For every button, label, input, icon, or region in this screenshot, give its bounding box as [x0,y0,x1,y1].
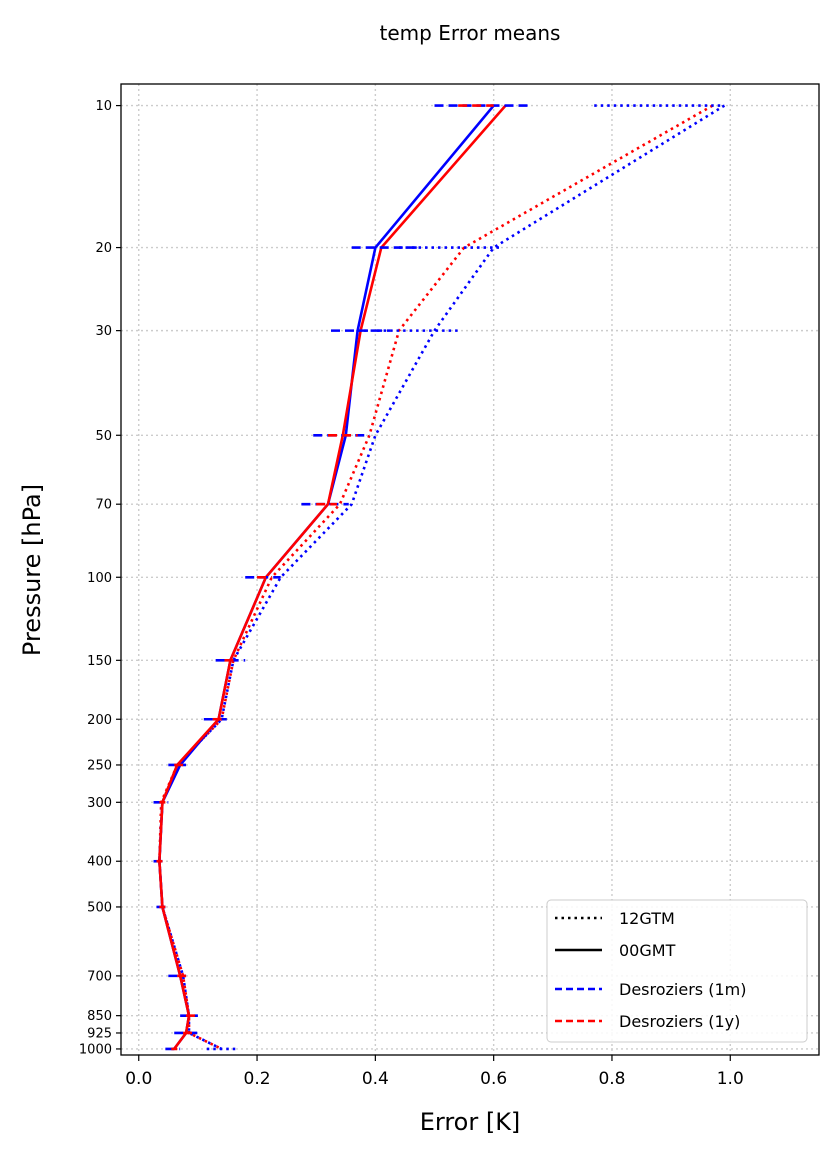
x-tick-label: 0.6 [480,1069,507,1089]
y-tick-label: 20 [95,241,112,256]
y-tick-label: 50 [95,429,112,444]
y-axis-label: Pressure [hPa] [18,484,46,656]
chart-title: temp Error means [380,21,561,45]
legend-label-desroziers-1m: Desroziers (1m) [619,980,746,999]
error-bars [153,104,725,1051]
y-tick-label: 1000 [79,1042,112,1057]
x-tick-label: 1.0 [717,1069,744,1089]
x-tick-label: 0.8 [598,1069,625,1089]
series-line-3 [158,104,507,1050]
y-tick-label: 70 [95,498,112,513]
series-lines [158,104,726,1051]
plot-frame [120,83,820,1056]
y-tick-label: 150 [87,654,112,669]
x-tick-label: 0.4 [362,1069,389,1089]
y-tick-label: 500 [87,900,112,915]
legend-label-desroziers-1y: Desroziers (1y) [619,1012,740,1031]
y-tick-label: 100 [87,571,112,586]
y-tick-label: 400 [87,855,112,870]
legend-label-00gmt: 00GMT [619,941,676,960]
grid [121,84,819,1055]
y-tick-label: 850 [87,1009,112,1024]
y-ticks: 10 20 30 50 70 100 150 200 250 300 400 500 700 850 925… [79,99,121,1057]
legend: 12GTM 00GMT Desroziers (1m) Desroziers (… [546,899,808,1043]
y-tick-label: 300 [87,796,112,811]
x-ticks: 0.0 0.2 0.4 0.6 0.8 1.0 [125,1055,744,1089]
x-tick-label: 0.0 [125,1069,152,1089]
legend-label-12gtm: 12GTM [619,909,675,928]
y-tick-label: 10 [95,99,112,114]
x-axis-label: Error [K] [420,1108,521,1136]
y-tick-label: 200 [87,713,112,728]
y-tick-label: 250 [87,758,112,773]
y-tick-label: 30 [95,324,112,339]
legend-box [546,899,808,1043]
y-tick-label: 925 [87,1026,112,1041]
x-tick-label: 0.2 [244,1069,271,1089]
y-tick-label: 700 [87,969,112,984]
